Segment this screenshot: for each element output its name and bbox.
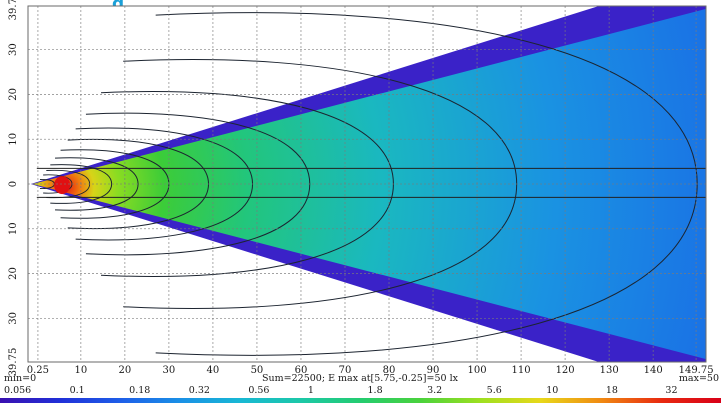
x-tick-label: 60 [295,365,308,376]
y-tick-label: 30 [8,43,19,56]
x-tick-label: 70 [339,365,352,376]
x-tick-label: 120 [556,365,575,376]
y-tick-label: 39.75 [8,348,19,377]
plot-frame [27,5,707,363]
x-tick-label: 50 [251,365,264,376]
colorbar-max-label: max=50 [679,373,719,384]
contour-line [55,157,139,211]
colorbar-min-label: min=0 [4,373,36,384]
x-tick-label: 0.25 [27,365,49,376]
colorbar-label: 0.18 [129,385,150,396]
x-axis-ticks: 0.25 10 20 30 40 50 60 70 80 90 100 110 120 130 140 149… [27,365,714,376]
colorbar-label: 3.2 [427,385,442,396]
y-tick-label: 20 [8,267,19,280]
colorbar-label: 1.8 [368,385,383,396]
x-tick-label: 130 [600,365,619,376]
y-tick-label: 39.75 [8,0,19,20]
center-lines [36,167,706,198]
x-tick-label: 140 [644,365,663,376]
colorbar-label: 1 [308,385,314,396]
colorbar-labels: 0.056 0.1 0.18 0.32 0.56 1 1.8 3.2 5.6 10 18 32 [4,385,678,396]
colorbar-label: 10 [546,385,558,396]
colorbar-label: 0.1 [70,385,85,396]
x-tick-label: 110 [512,365,531,376]
x-tick-label: 149.75 [679,365,714,376]
y-tick-label: 0 [8,181,19,187]
y-tick-label: 30 [8,312,19,325]
colorbar-label: 32 [665,385,677,396]
colorbar-summary: Sum=22500; E max at[5.75,-0.25]=50 lx [262,373,459,384]
x-tick-label: 10 [74,365,87,376]
contour-line [50,164,113,204]
y-tick-label: 20 [8,88,19,101]
colorbar-label: 5.6 [487,385,502,396]
grid-lines [28,6,706,362]
x-tick-label: 30 [163,365,176,376]
x-tick-label: 100 [468,365,487,376]
x-tick-label: 40 [207,365,220,376]
peak-spot [54,176,71,195]
colorbar: min=0 Sum=22500; E max at[5.75,-0.25]=50… [0,373,721,403]
y-tick-label: 10 [8,133,19,146]
y-tick-label: 10 [8,222,19,235]
colorbar-label: 0.56 [248,385,269,396]
colorbar-strip [0,398,721,403]
y-axis-ticks: 39.75 30 20 10 0 10 20 30 39.75 [8,0,19,376]
colorbar-label: 18 [606,385,618,396]
x-tick-label: 80 [383,365,396,376]
colorbar-label: 0.32 [189,385,210,396]
x-tick-label: 90 [427,365,440,376]
colorbar-label: 0.056 [4,385,31,396]
x-tick-label: 20 [118,365,131,376]
